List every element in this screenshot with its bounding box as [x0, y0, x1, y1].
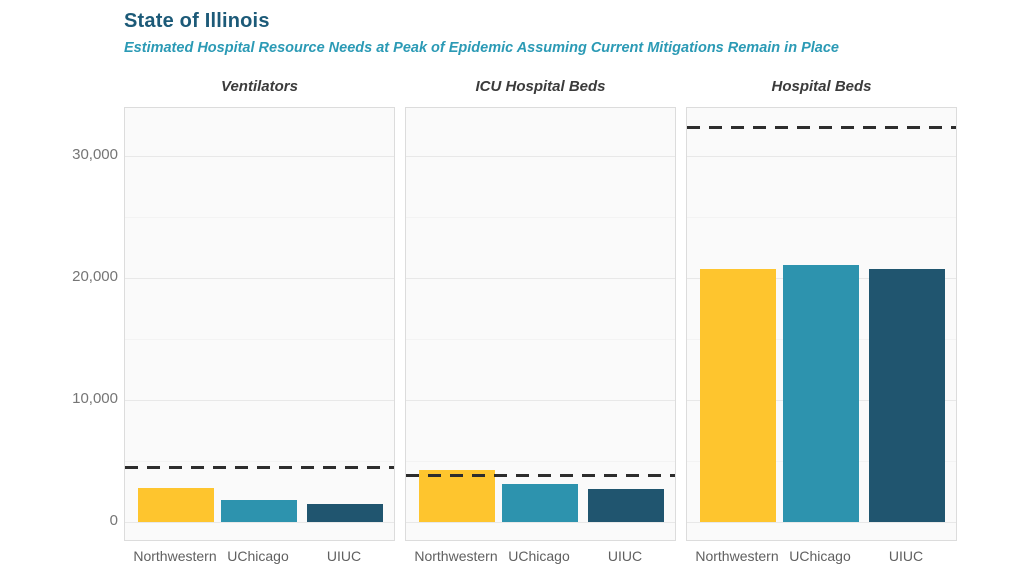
x-tick-label-icu-hospital-beds-uiuc: UIUC [607, 548, 643, 564]
x-tick-label-ventilators-uchicago: UChicago [227, 548, 289, 564]
gridline-major-10000 [406, 400, 675, 401]
bar-icu-hospital-beds-uchicago [502, 484, 578, 522]
bar-icu-hospital-beds-northwestern [419, 469, 495, 522]
panel-ventilators [124, 107, 395, 541]
x-tick-label-ventilators-uiuc: UIUC [326, 548, 362, 564]
gridline-minor-25000 [406, 217, 675, 218]
capacity-line-icu-hospital-beds [406, 474, 675, 478]
bar-ventilators-northwestern [138, 487, 214, 522]
panel-title-icu-beds: ICU Hospital Beds [475, 78, 606, 95]
panel-icu-hospital-beds [405, 107, 676, 541]
capacity-line-ventilators [125, 465, 394, 469]
panel-title-hospital-beds: Hospital Beds [771, 78, 872, 95]
gridline-major-30000 [687, 156, 956, 157]
x-tick-label-hospital-beds-uchicago: UChicago [789, 548, 851, 564]
gridline-minor-5000 [125, 461, 394, 462]
y-tick-label-20000: 20,000 [72, 268, 118, 285]
gridline-minor-15000 [406, 339, 675, 340]
y-tick-label-10000: 10,000 [72, 390, 118, 407]
x-tick-label-hospital-beds-uiuc: UIUC [888, 548, 924, 564]
y-tick-label-0: 0 [109, 512, 118, 529]
gridline-major-0 [687, 522, 956, 523]
y-tick-label-30000: 30,000 [72, 146, 118, 163]
chart-title: State of Illinois [124, 10, 270, 32]
gridline-minor-5000 [406, 461, 675, 462]
x-tick-label-hospital-beds-northwestern: Northwestern [695, 548, 779, 564]
gridline-minor-25000 [125, 217, 394, 218]
gridline-minor-15000 [125, 339, 394, 340]
bar-icu-hospital-beds-uiuc [588, 489, 664, 522]
gridline-major-30000 [406, 156, 675, 157]
x-tick-label-icu-hospital-beds-uchicago: UChicago [508, 548, 570, 564]
x-tick-label-icu-hospital-beds-northwestern: Northwestern [414, 548, 498, 564]
gridline-major-0 [125, 522, 394, 523]
x-tick-label-ventilators-northwestern: Northwestern [133, 548, 217, 564]
bar-hospital-beds-northwestern [700, 269, 776, 522]
bar-hospital-beds-uiuc [869, 269, 945, 522]
bar-ventilators-uchicago [221, 500, 297, 522]
chart-subtitle: Estimated Hospital Resource Needs at Pea… [124, 40, 839, 56]
gridline-major-10000 [125, 400, 394, 401]
bar-hospital-beds-uchicago [783, 264, 859, 522]
gridline-major-20000 [406, 278, 675, 279]
gridline-minor-25000 [687, 217, 956, 218]
gridline-major-20000 [125, 278, 394, 279]
gridline-major-30000 [125, 156, 394, 157]
panel-hospital-beds [686, 107, 957, 541]
bar-ventilators-uiuc [307, 503, 383, 522]
capacity-line-hospital-beds [687, 126, 956, 130]
panel-title-ventilators: Ventilators [221, 78, 298, 95]
gridline-major-0 [406, 522, 675, 523]
